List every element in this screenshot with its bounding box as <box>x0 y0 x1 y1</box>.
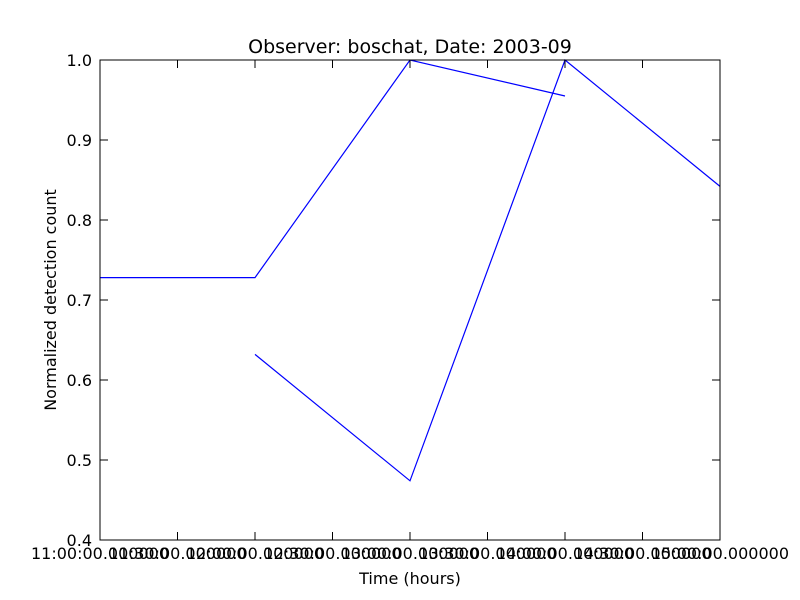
y-tick-label: 0.8 <box>67 211 92 230</box>
x-tick-label: 12:30:00.000000 <box>263 544 401 563</box>
x-tick-label: 11:00:00.000000 <box>31 544 169 563</box>
x-tick-label: 13:30:00.000000 <box>418 544 556 563</box>
y-tick-label: 0.9 <box>67 131 92 150</box>
x-axis: 11:00:00.00000011:30:00.00000012:00:00.0… <box>31 60 789 563</box>
x-axis-title: Time (hours) <box>358 569 461 588</box>
y-axis-title: Normalized detection count <box>41 189 60 411</box>
series-layer <box>100 59 721 482</box>
y-tick-label: 0.7 <box>67 291 92 310</box>
y-tick-label: 1.0 <box>67 51 92 70</box>
x-tick-label: 14:00:00.000000 <box>496 544 634 563</box>
y-axis: 0.4 0.5 0.6 0.7 0.8 0.9 1.0 <box>67 51 720 550</box>
x-tick-label: 13:00:00.000000 <box>341 544 479 563</box>
x-tick-label: 14:30:00.000000 <box>573 544 711 563</box>
x-tick-label: 15:00:00.000000 <box>651 544 789 563</box>
x-tick-label: 11:30:00.000000 <box>108 544 246 563</box>
y-tick-label: 0.4 <box>67 531 92 550</box>
chart-title: Observer: boschat, Date: 2003-09 <box>248 36 572 58</box>
series-line-1 <box>100 59 566 279</box>
series-line-2 <box>254 59 721 482</box>
y-tick-label: 0.5 <box>67 451 92 470</box>
y-tick-label: 0.6 <box>67 371 92 390</box>
x-tick-label: 12:00:00.000000 <box>186 544 324 563</box>
